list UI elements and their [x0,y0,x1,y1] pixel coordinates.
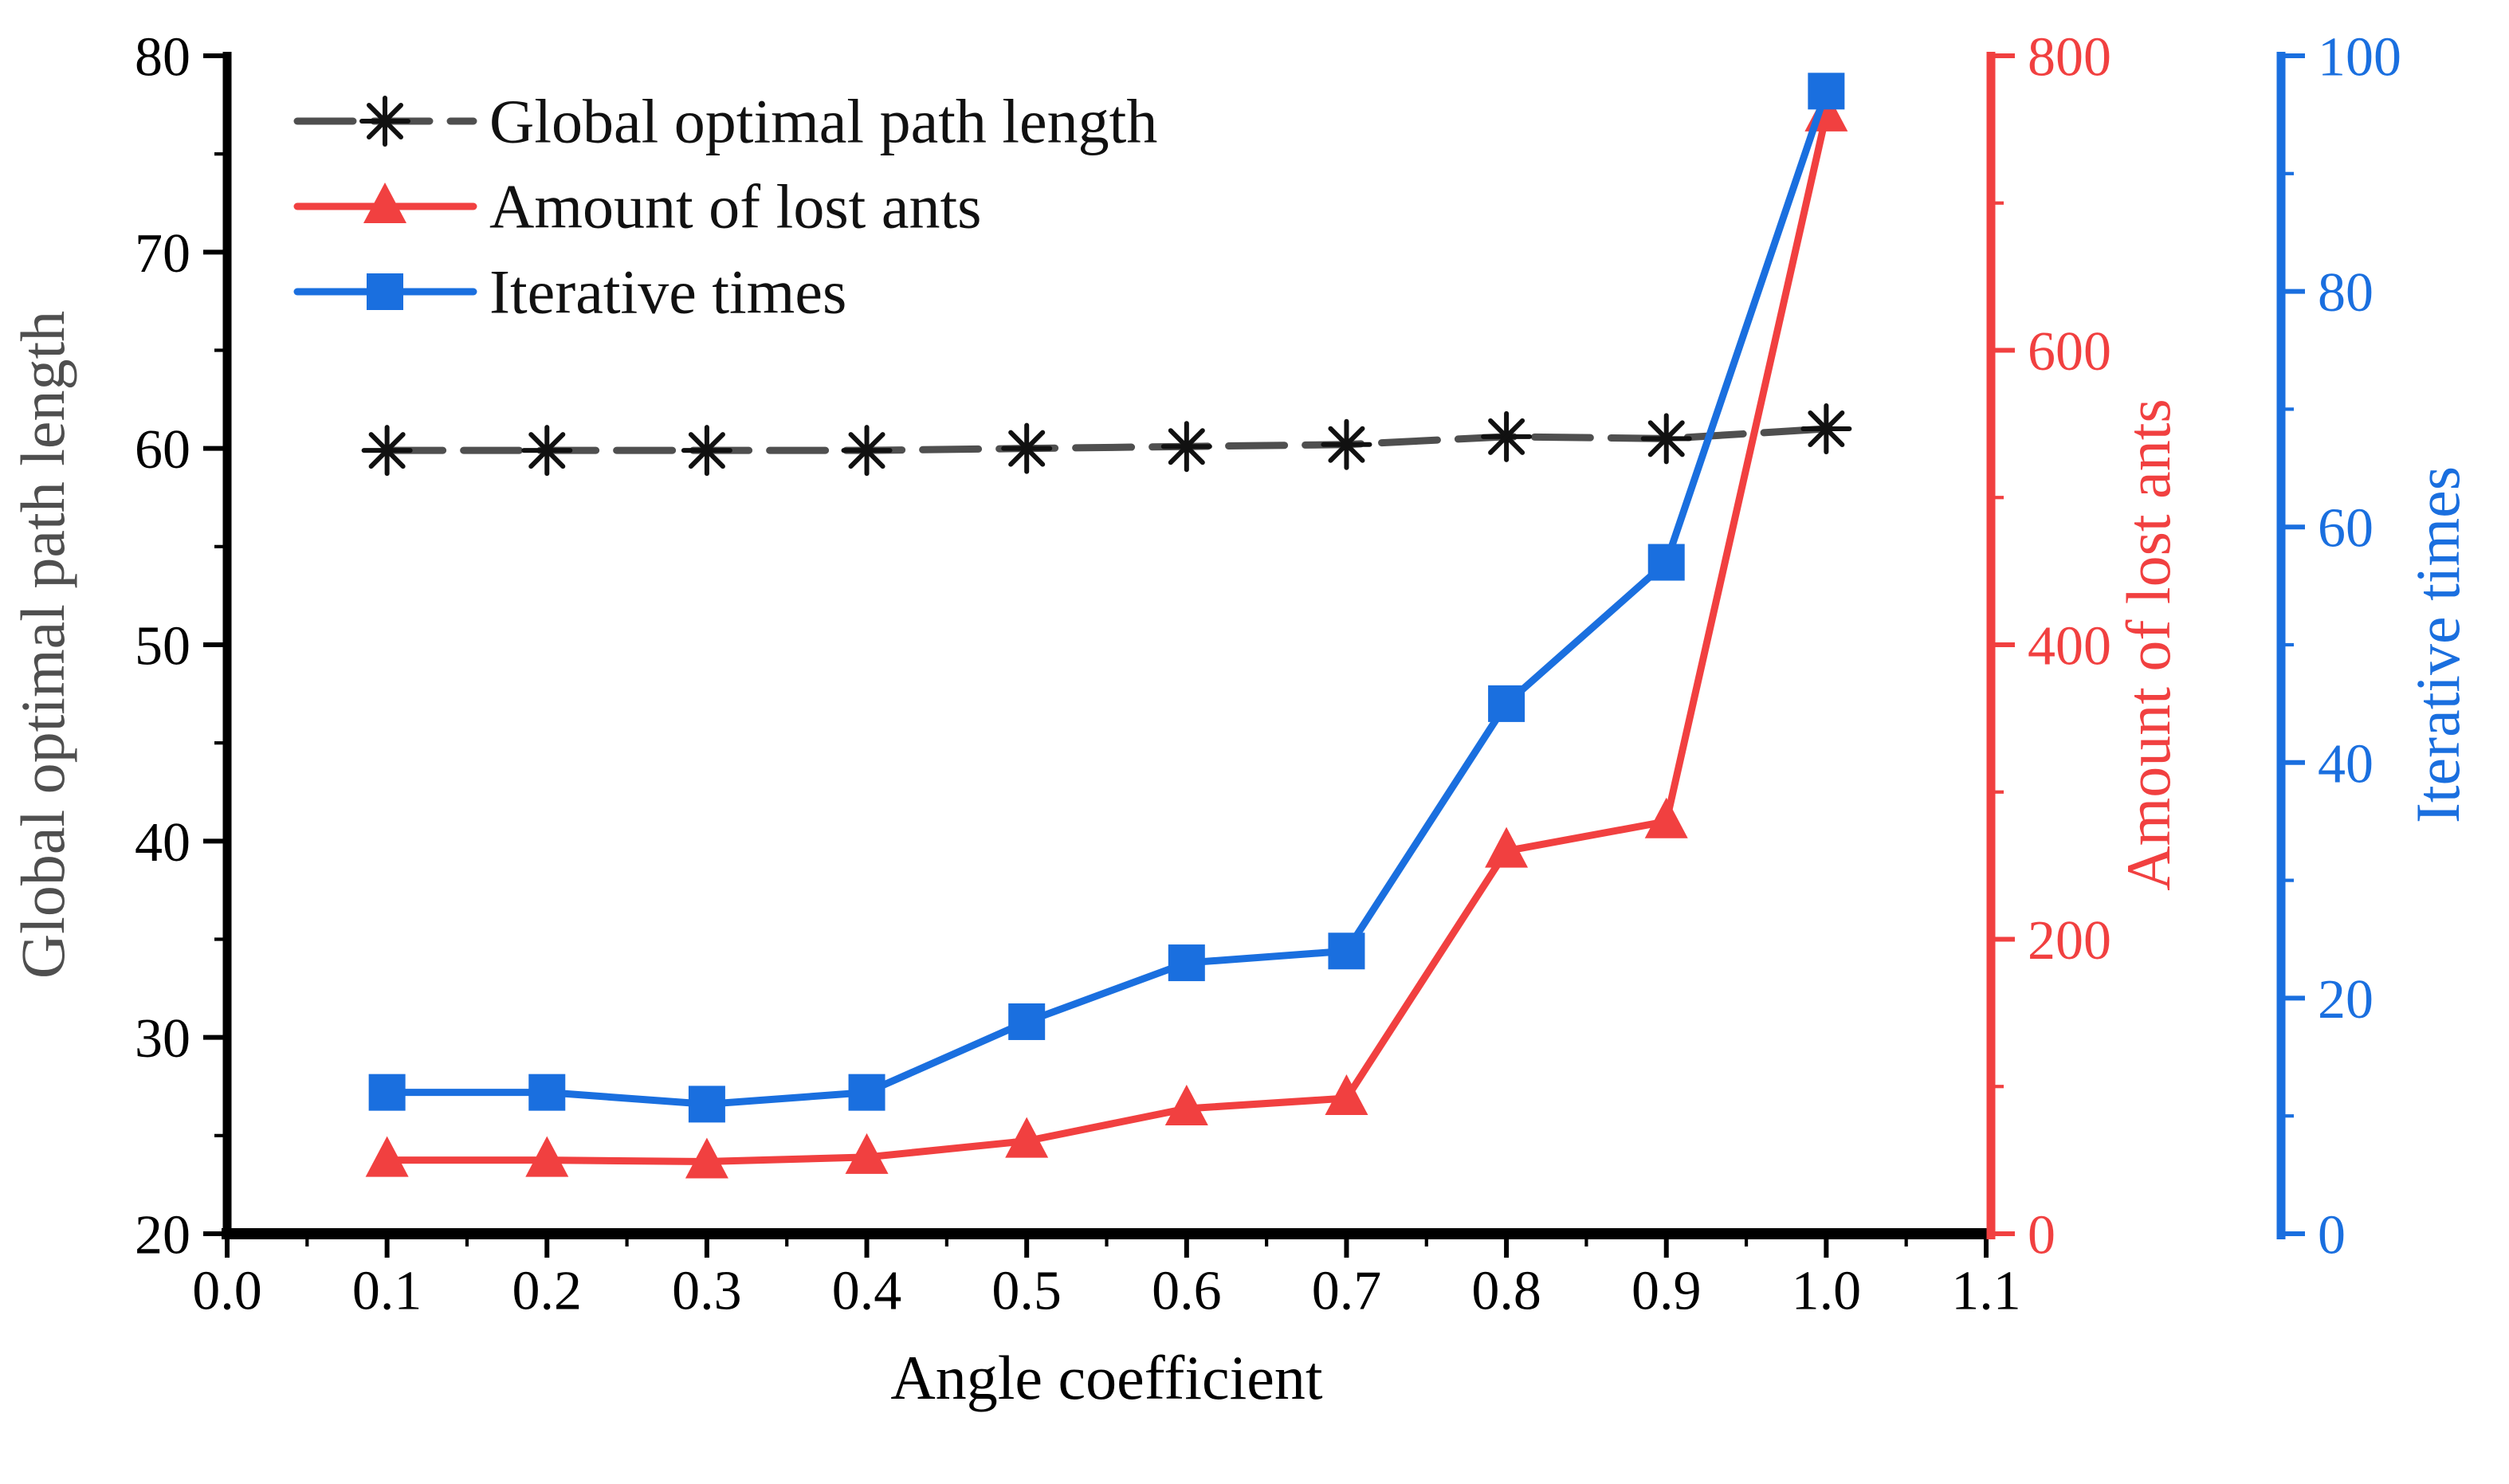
y-right1-tick-label: 400 [2028,616,2111,677]
y-left-tick-label: 80 [135,27,190,88]
y-right2-axis-title: Iterative times [2403,466,2472,823]
y-right2-tick-label: 20 [2318,969,2374,1031]
y-left-axis-title: Global optimal path length [8,311,77,979]
x-tick-label: 0.3 [672,1260,742,1321]
y-left-tick-label: 70 [135,223,190,285]
legend-item: Iterative times [293,257,846,327]
x-tick-label: 0.9 [1631,1260,1702,1321]
y-right2-tick-label: 80 [2318,262,2374,324]
y-right2-tick-label: 40 [2318,733,2374,795]
y-right1-axis-title: Amount of lost ants [2114,398,2183,891]
legend-label: Iterative times [489,257,846,327]
y-axis-left: 20 30 40 50 60 70 80 Global optimal path length [8,27,232,1266]
legend: Global optimal path length Amount of lost… [293,87,1157,327]
legend-label: Global optimal path length [489,87,1157,156]
x-tick-label: 0.8 [1471,1260,1541,1321]
chart-root: 0.0 0.1 0.2 0.3 0.4 0.5 0.6 0.7 0.8 0.9 1.0 1.1 Angl… [8,27,2472,1413]
series-right2 [368,73,1845,1123]
x-tick-label: 0.7 [1312,1260,1382,1321]
y-right1-tick-label: 800 [2028,27,2111,88]
x-tick-label: 0.4 [832,1260,902,1321]
y-right2-tick-label: 0 [2318,1205,2346,1266]
x-tick-label: 0.6 [1152,1260,1222,1321]
series-right1 [365,90,1848,1179]
x-axis-title: Angle coefficient [890,1343,1322,1412]
y-right1-tick-label: 0 [2028,1205,2055,1266]
x-tick-label: 0.2 [512,1260,583,1321]
y-right2-tick-label: 60 [2318,498,2374,559]
y-left-tick-label: 40 [135,812,190,874]
y-right1-tick-label: 600 [2028,321,2111,383]
y-axis-right2: 0 20 40 60 80 100 Iterative times [2276,27,2472,1266]
y-right2-tick-label: 100 [2318,27,2401,88]
x-tick-label: 0.5 [991,1260,1062,1321]
legend-item: Amount of lost ants [293,172,982,241]
series-left [361,403,1852,477]
y-left-tick-label: 60 [135,419,190,481]
legend-label: Amount of lost ants [489,172,982,241]
x-tick-label: 0.0 [192,1260,262,1321]
x-axis: 0.0 0.1 0.2 0.3 0.4 0.5 0.6 0.7 0.8 0.9 1.0 1.1 Angl… [192,1228,2021,1412]
x-tick-label: 1.0 [1792,1260,1862,1321]
x-tick-label: 1.1 [1951,1260,2021,1321]
y-axis-right1: 0 200 400 600 800 Amount of lost ants [1986,27,2183,1266]
x-tick-label: 0.1 [352,1260,422,1321]
y-left-tick-label: 30 [135,1008,190,1070]
y-left-tick-label: 50 [135,616,190,677]
y-right1-tick-label: 200 [2028,910,2111,972]
legend-item: Global optimal path length [293,87,1157,156]
y-left-tick-label: 20 [135,1205,190,1266]
